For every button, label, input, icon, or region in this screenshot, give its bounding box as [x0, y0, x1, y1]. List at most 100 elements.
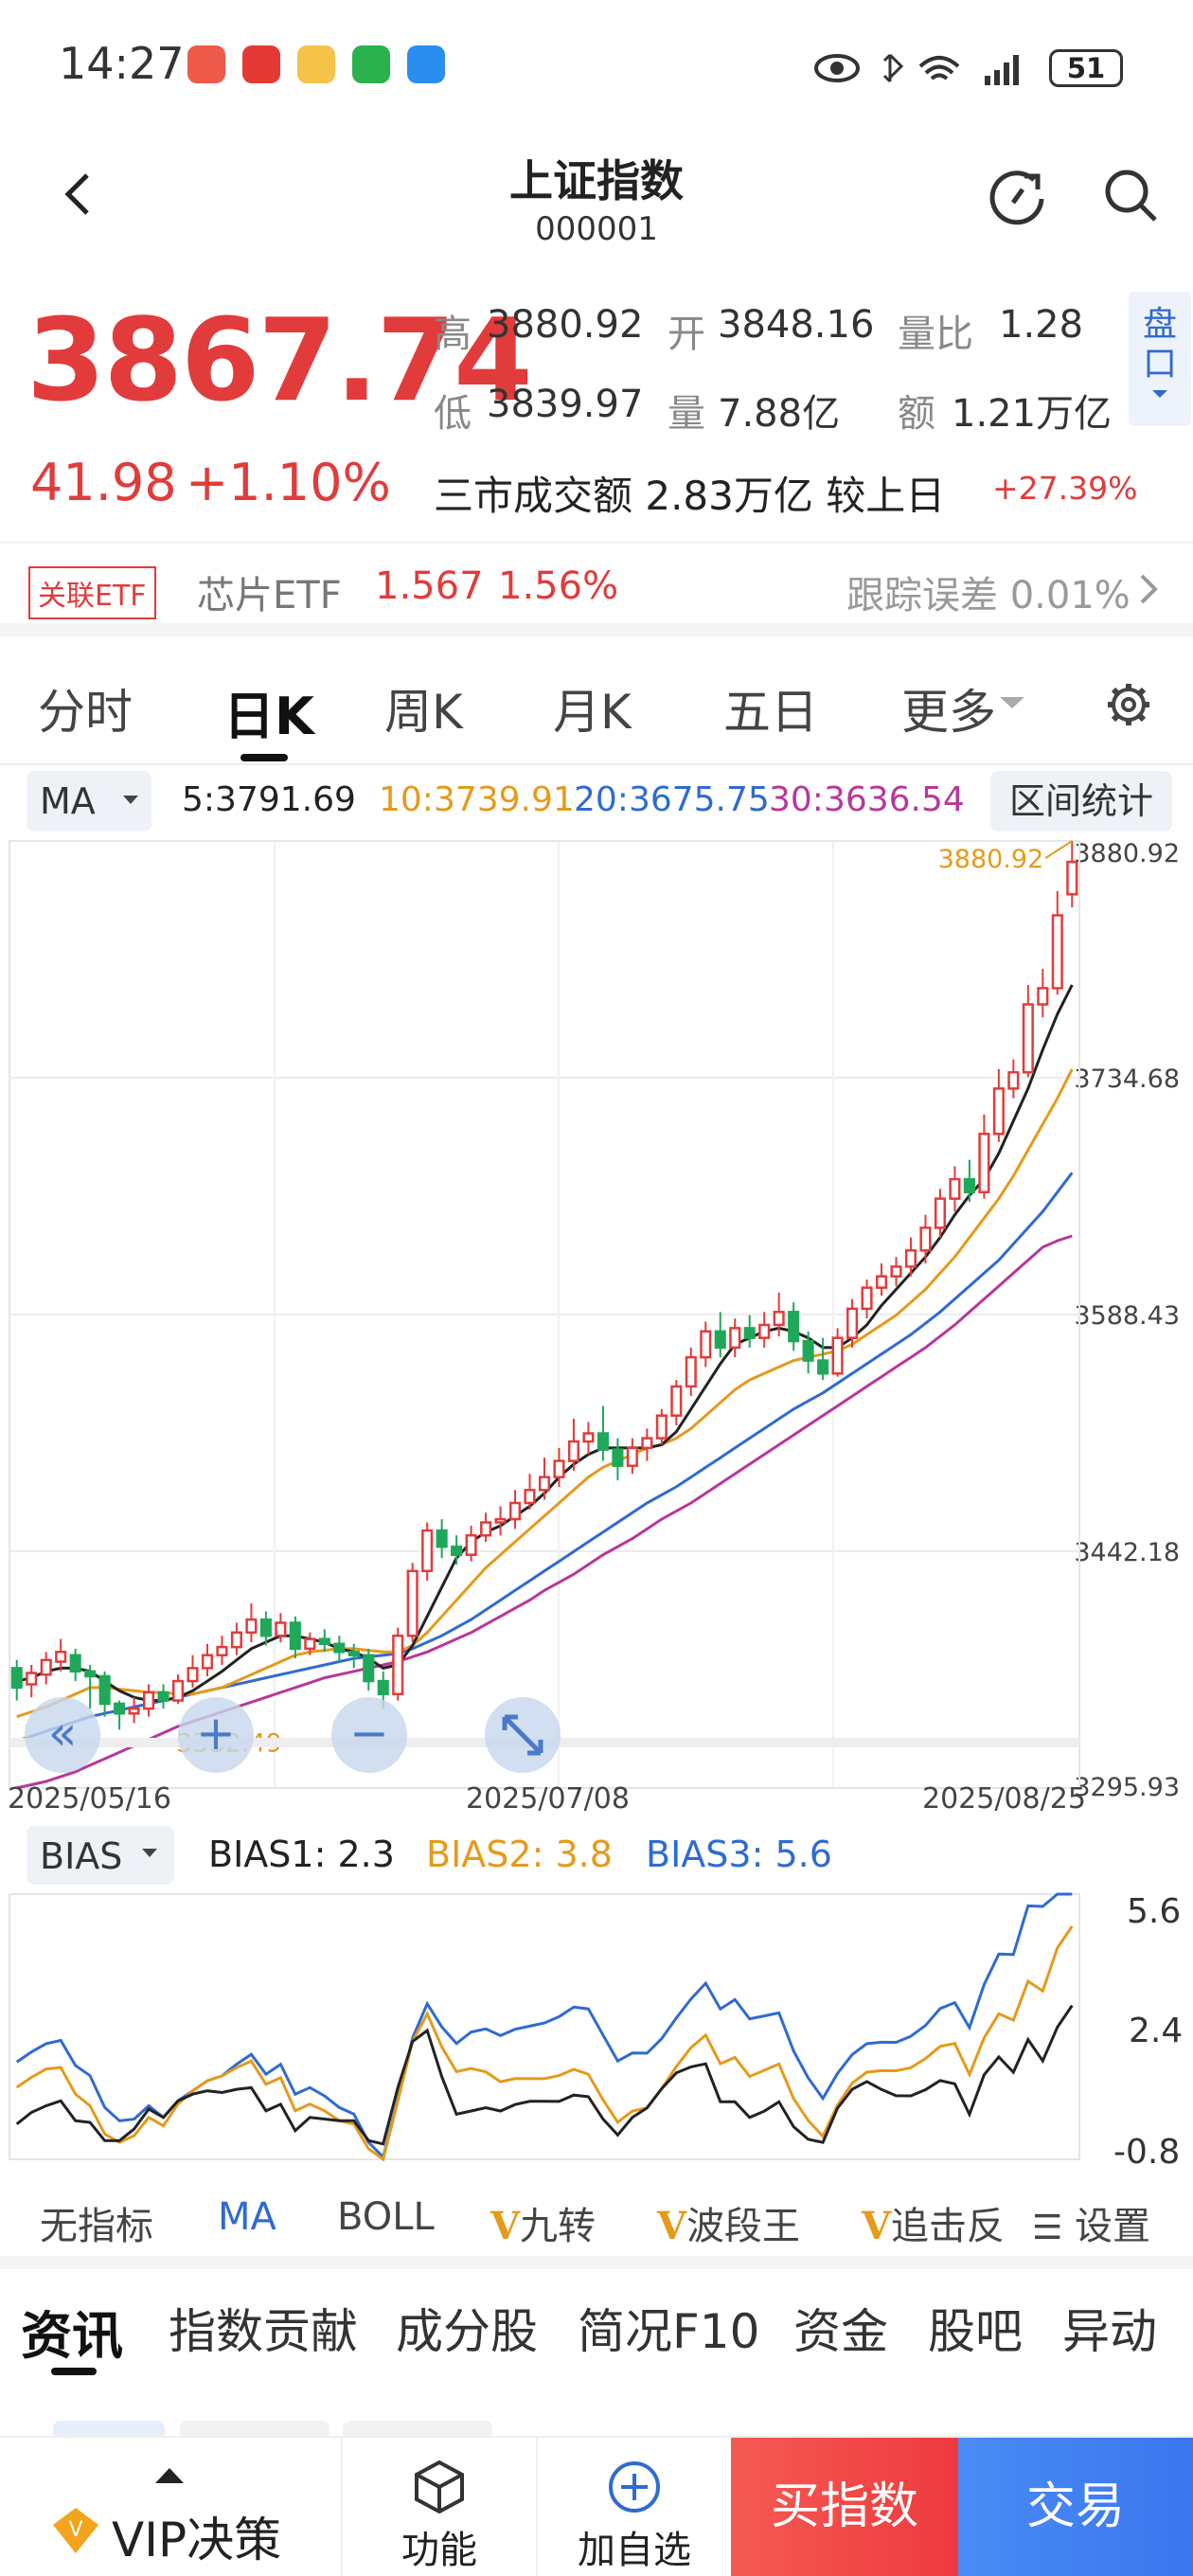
bottom-action-bar: V VIP决策 功能 加自选 买指数 交易 [0, 2436, 1193, 2576]
candle [406, 1563, 418, 1643]
refresh-button[interactable] [985, 163, 1051, 229]
weibo-icon [297, 45, 335, 83]
candle-body [363, 1654, 375, 1683]
trade-label: 交易 [1025, 2478, 1125, 2535]
candle [157, 1684, 169, 1709]
indicator-none[interactable]: 无指标 [40, 2205, 153, 2248]
candle-body [98, 1674, 111, 1706]
candle [846, 1298, 859, 1348]
candle [553, 1447, 565, 1487]
candle-body [538, 1476, 551, 1492]
candle-body [904, 1249, 917, 1268]
candle [1051, 890, 1063, 995]
bias2-line [15, 1925, 1074, 2162]
bias-selector[interactable]: BIAS [27, 1826, 174, 1885]
trade-button[interactable]: 交易 [958, 2438, 1193, 2576]
max-price-pointer [1044, 840, 1073, 859]
indicator-ma[interactable]: MA [218, 2195, 276, 2239]
candle [26, 1664, 38, 1698]
indicator-wave-king[interactable]: 波段王 [686, 2205, 801, 2248]
bias-chart[interactable] [0, 1885, 1193, 2169]
candle-body [1037, 987, 1049, 1006]
related-etf-row[interactable]: 关联ETF 芯片ETF 1.567 1.56% 跟踪误差 0.01% [0, 542, 1193, 636]
wechat-icon [352, 45, 390, 83]
candle [626, 1438, 638, 1475]
vip-decision-button[interactable]: V VIP决策 [0, 2438, 341, 2576]
candle-body [846, 1307, 859, 1339]
battery-icon: 51 [1049, 49, 1123, 87]
candle-body [553, 1459, 565, 1478]
gear-icon[interactable] [1104, 680, 1153, 729]
search-button[interactable] [1098, 163, 1165, 229]
tab-capital[interactable]: 资金 [793, 2304, 888, 2359]
candle [714, 1312, 726, 1358]
candle-body [157, 1690, 169, 1702]
zoom-out-button[interactable]: − [331, 1697, 407, 1773]
candle [436, 1519, 448, 1559]
zoom-in-button[interactable]: + [178, 1697, 254, 1773]
candle-body [347, 1651, 360, 1656]
tab-daily-k[interactable]: 日K [223, 687, 314, 746]
max-price-label: 3880.92 [938, 845, 1044, 874]
candle-body [567, 1440, 580, 1462]
candle [171, 1674, 185, 1704]
buy-index-button[interactable]: 买指数 [731, 2438, 958, 2576]
tab-constituents[interactable]: 成分股 [396, 2304, 538, 2359]
tab-weekly-k[interactable]: 周K [384, 685, 463, 740]
candle-body [685, 1355, 697, 1388]
candle-body [275, 1621, 287, 1637]
candle-body [26, 1672, 38, 1686]
y-tick-label: 3880.92 [1074, 839, 1180, 868]
candle [758, 1312, 771, 1348]
bias-tick-top: 5.6 [1127, 1892, 1182, 1931]
candle [128, 1697, 140, 1724]
volume-label: 量 [668, 392, 705, 436]
tab-more[interactable]: 更多 [901, 685, 996, 740]
tab-monthly-k[interactable]: 月K [553, 685, 632, 740]
indicator-settings[interactable]: 设置 [1075, 2205, 1150, 2248]
candle-body [216, 1645, 228, 1656]
candle-body [612, 1448, 624, 1467]
status-time: 14:27 [59, 38, 185, 89]
candle-body [524, 1489, 536, 1505]
candle-body [626, 1446, 638, 1467]
indicator-nine-turn[interactable]: 九转 [520, 2205, 596, 2248]
tab-movement[interactable]: 异动 [1062, 2304, 1157, 2359]
back-button[interactable] [47, 166, 104, 223]
candle-body [494, 1517, 507, 1524]
tab-index-contribution[interactable]: 指数贡献 [169, 2304, 358, 2359]
candle [949, 1166, 961, 1212]
amount-label: 额 [898, 392, 935, 436]
bias1-value: BIAS1: 2.3 [208, 1834, 395, 1875]
candle-body [392, 1634, 404, 1695]
candle [875, 1263, 888, 1297]
candle [861, 1279, 873, 1319]
range-stats-button[interactable]: 区间统计 [990, 771, 1172, 832]
candle-body [465, 1533, 477, 1556]
candle [773, 1292, 785, 1336]
candle [289, 1616, 301, 1659]
indicator-boll[interactable]: BOLL [337, 2195, 435, 2239]
ma-selector[interactable]: MA [27, 771, 151, 832]
ma10-value: 10:3739.91 [379, 780, 575, 819]
tab-five-day[interactable]: 五日 [723, 685, 818, 740]
chevron-down-icon [1152, 390, 1167, 398]
fullscreen-button[interactable] [485, 1697, 561, 1773]
candle-body [919, 1226, 932, 1252]
tab-forum[interactable]: 股吧 [928, 2304, 1023, 2359]
order-book-toggle[interactable]: 盘口 [1129, 292, 1191, 426]
expand-icon [502, 1714, 543, 1756]
candle-body [788, 1311, 800, 1343]
related-etf-badge: 关联ETF [28, 566, 156, 619]
candle-body [582, 1432, 595, 1443]
function-button[interactable]: 功能 [341, 2438, 536, 2576]
candlestick-chart[interactable]: 3880.92 3734.68 3588.43 3442.18 3295.93 3880.… [0, 833, 1193, 1818]
tab-f10[interactable]: 简况F10 [578, 2304, 760, 2359]
candle [480, 1512, 492, 1543]
tab-news[interactable]: 资讯 [21, 2306, 123, 2366]
add-watchlist-button[interactable]: 加自选 [536, 2438, 731, 2576]
low-label: 低 [434, 392, 472, 436]
tab-intraday[interactable]: 分时 [38, 685, 133, 740]
indicator-pursuit[interactable]: 追击反 [891, 2205, 1006, 2248]
scroll-left-button[interactable]: « [25, 1697, 100, 1773]
